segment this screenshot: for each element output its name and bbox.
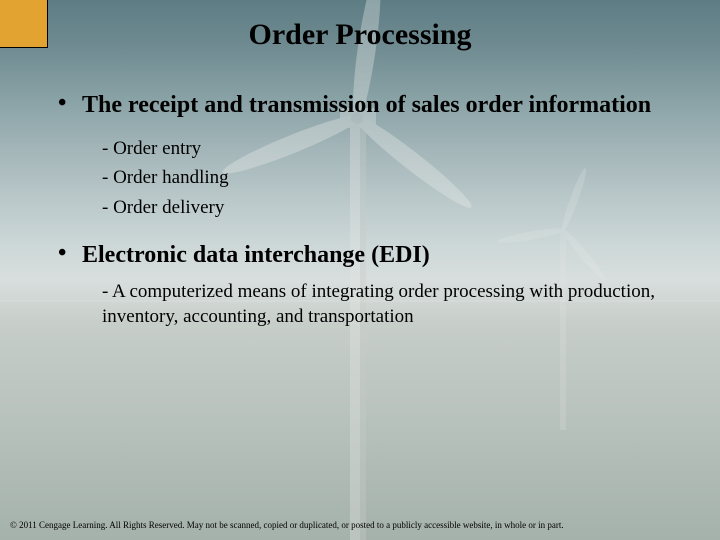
- bullet-1-sublist: - Order entry - Order handling - Order d…: [102, 134, 690, 222]
- bullet-1-text: The receipt and transmission of sales or…: [82, 90, 651, 120]
- bullet-1: • The receipt and transmission of sales …: [58, 90, 690, 120]
- copyright-footer: © 2011 Cengage Learning. All Rights Rese…: [10, 520, 710, 530]
- slide: Order Processing • The receipt and trans…: [0, 0, 720, 540]
- sub-item: - Order handling: [102, 163, 690, 192]
- slide-title: Order Processing: [0, 18, 720, 52]
- bullet-2-sublist: - A computerized means of integrating or…: [102, 280, 690, 329]
- sub-item: - A computerized means of integrating or…: [102, 280, 690, 329]
- bullet-2-text: Electronic data interchange (EDI): [82, 240, 430, 270]
- sub-item: - Order delivery: [102, 193, 690, 222]
- bullet-2: • Electronic data interchange (EDI): [58, 240, 690, 270]
- sub-item: - Order entry: [102, 134, 690, 163]
- slide-content: • The receipt and transmission of sales …: [58, 90, 690, 348]
- bullet-marker: •: [58, 240, 82, 267]
- bullet-marker: •: [58, 90, 82, 117]
